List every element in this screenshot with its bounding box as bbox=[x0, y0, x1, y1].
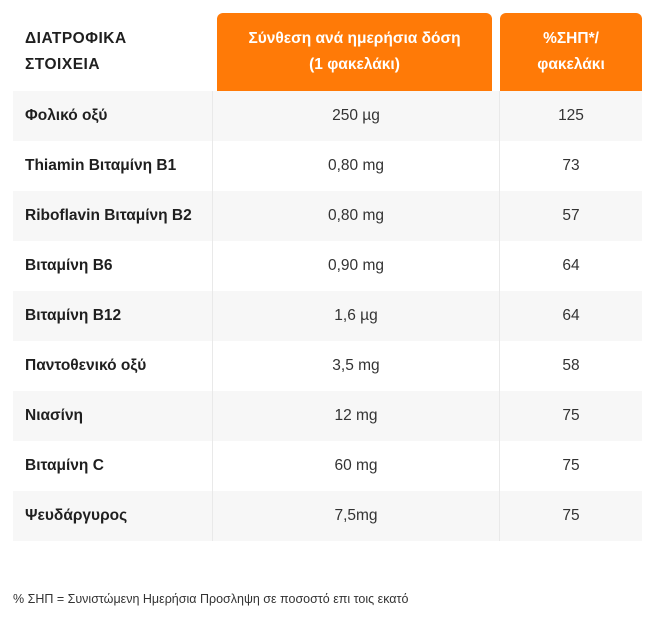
nutrient-name: Βιταμίνη Β12 bbox=[13, 291, 213, 341]
nutrient-dose: 0,90 mg bbox=[213, 241, 500, 291]
table-row: Ψευδάργυρος 7,5mg 75 bbox=[13, 491, 642, 541]
table-row: Παντοθενικό οξύ 3,5 mg 58 bbox=[13, 341, 642, 391]
nutrient-rda-percent: 73 bbox=[562, 157, 580, 174]
nutrient-rda-percent: 64 bbox=[562, 307, 580, 324]
nutrient-rda-percent: 75 bbox=[562, 457, 580, 474]
nutrient-dose: 0,80 mg bbox=[213, 191, 500, 241]
nutrient-dose: 12 mg bbox=[213, 391, 500, 441]
header-daily-dose: Σύνθεση ανά ημερήσια δόση (1 φακελάκι) bbox=[217, 13, 492, 91]
nutrient-name: Νιασίνη bbox=[13, 391, 213, 441]
nutrient-name: Φολικό οξύ bbox=[13, 91, 213, 141]
nutrient-name: Thiamin Βιταμίνη Β1 bbox=[13, 141, 213, 191]
footnote: % ΣΗΠ = Συνιστώμενη Ημερήσια Προσληψη σε… bbox=[13, 592, 409, 606]
table-row: Βιταμίνη C 60 mg 75 bbox=[13, 441, 642, 491]
nutrient-rda-percent: 75 bbox=[562, 507, 580, 524]
table-header: ΔΙΑΤΡΟΦΙΚΑ ΣΤΟΙΧΕΙΑ Σύνθεση ανά ημερήσια… bbox=[13, 13, 642, 91]
nutrient-dose: 3,5 mg bbox=[213, 341, 500, 391]
nutrient-name: Βιταμίνη C bbox=[13, 441, 213, 491]
nutrient-rda-percent: 58 bbox=[562, 357, 580, 374]
table-row: Βιταμίνη Β6 0,90 mg 64 bbox=[13, 241, 642, 291]
header-nutrients: ΔΙΑΤΡΟΦΙΚΑ ΣΤΟΙΧΕΙΑ bbox=[25, 30, 127, 73]
nutrient-dose: 60 mg bbox=[213, 441, 500, 491]
nutrient-dose: 1,6 µg bbox=[213, 291, 500, 341]
nutrient-name: Βιταμίνη Β6 bbox=[13, 241, 213, 291]
table-row: Νιασίνη 12 mg 75 bbox=[13, 391, 642, 441]
nutrient-rda-percent: 57 bbox=[562, 207, 580, 224]
header-rda-percent: %ΣΗΠ*/ φακελάκι bbox=[500, 13, 642, 91]
nutrient-dose: 7,5mg bbox=[213, 491, 500, 541]
nutrient-dose: 0,80 mg bbox=[213, 141, 500, 191]
nutrient-dose: 250 µg bbox=[213, 91, 500, 141]
nutrient-name: Παντοθενικό οξύ bbox=[13, 341, 213, 391]
nutrient-name: Riboflavin Βιταμίνη Β2 bbox=[13, 191, 213, 241]
table-row: Φολικό οξύ 250 µg 125 bbox=[13, 91, 642, 141]
nutrition-table: ΔΙΑΤΡΟΦΙΚΑ ΣΤΟΙΧΕΙΑ Σύνθεση ανά ημερήσια… bbox=[13, 13, 642, 541]
nutrient-rda-percent: 125 bbox=[558, 107, 584, 124]
table-row: Riboflavin Βιταμίνη Β2 0,80 mg 57 bbox=[13, 191, 642, 241]
nutrient-rda-percent: 75 bbox=[562, 407, 580, 424]
nutrient-rda-percent: 64 bbox=[562, 257, 580, 274]
nutrient-name: Ψευδάργυρος bbox=[13, 491, 213, 541]
table-row: Thiamin Βιταμίνη Β1 0,80 mg 73 bbox=[13, 141, 642, 191]
table-row: Βιταμίνη Β12 1,6 µg 64 bbox=[13, 291, 642, 341]
